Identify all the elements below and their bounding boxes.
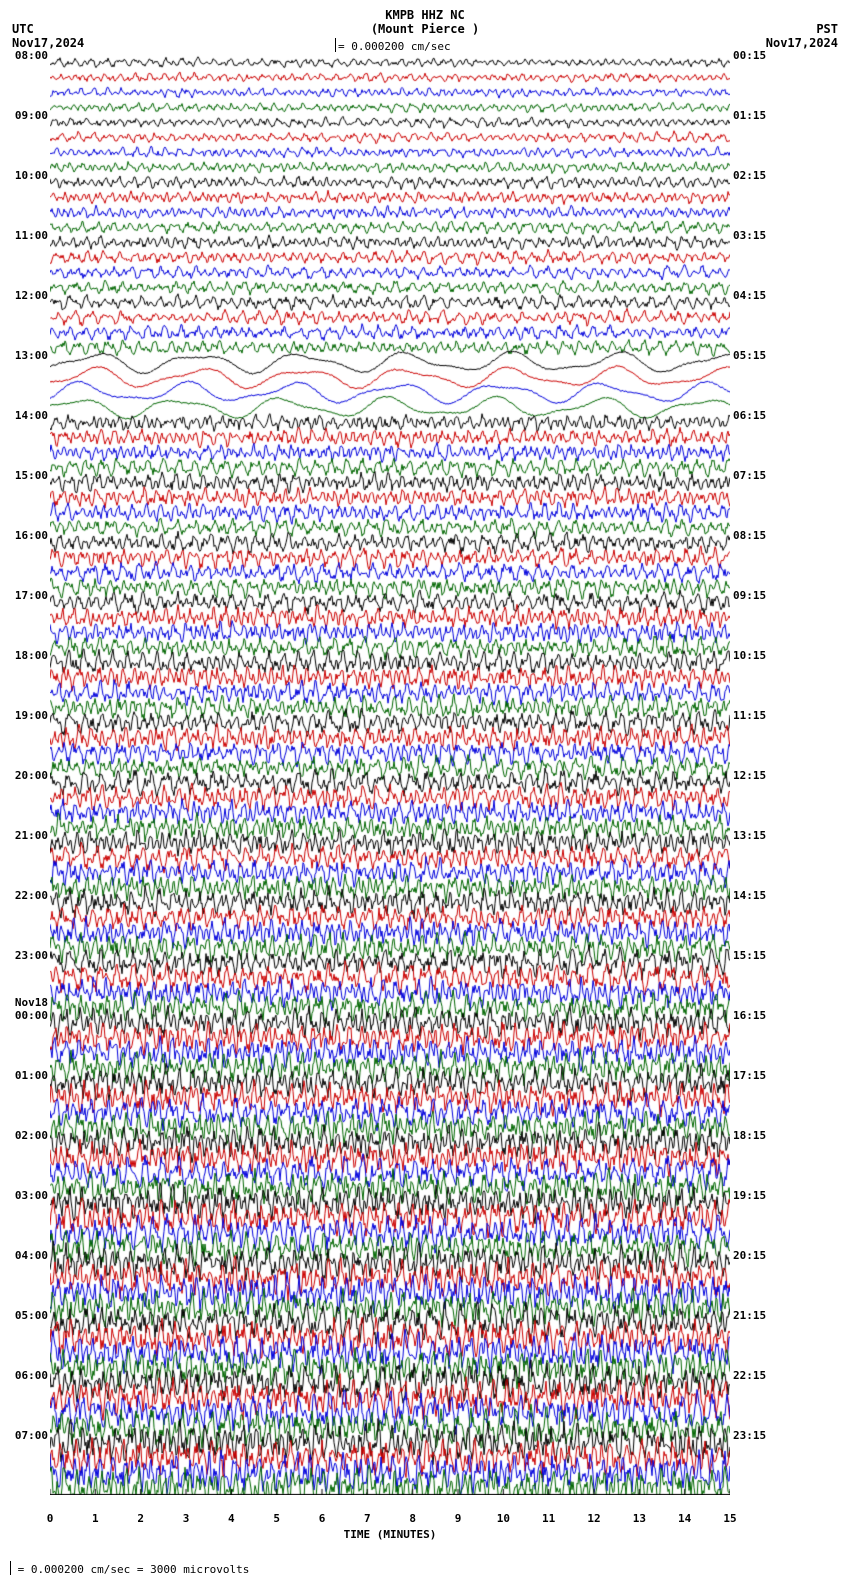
x-tick: 13 (633, 1512, 646, 1525)
x-tick: 12 (587, 1512, 600, 1525)
pst-hour-label: 13:15 (733, 829, 766, 842)
header: UTC Nov17,2024 PST Nov17,2024 KMPB HHZ N… (0, 0, 850, 55)
helicorder-plot (50, 55, 730, 1495)
pst-hour-label: 06:15 (733, 409, 766, 422)
pst-hour-label: 11:15 (733, 709, 766, 722)
utc-hour-label: 00:00 (0, 1009, 48, 1022)
x-tick: 3 (183, 1512, 190, 1525)
station-code: KMPB HHZ NC (0, 8, 850, 22)
utc-hour-label: 21:00 (0, 829, 48, 842)
pst-hour-label: 12:15 (733, 769, 766, 782)
utc-hour-label: 02:00 (0, 1129, 48, 1142)
pst-hour-label: 19:15 (733, 1189, 766, 1202)
x-tick: 11 (542, 1512, 555, 1525)
utc-hour-label: 09:00 (0, 109, 48, 122)
pst-hour-label: 03:15 (733, 229, 766, 242)
x-tick: 7 (364, 1512, 371, 1525)
footer: = 0.000200 cm/sec = 3000 microvolts (4, 1559, 249, 1576)
utc-hour-label: 18:00 (0, 649, 48, 662)
pst-hour-label: 01:15 (733, 109, 766, 122)
utc-hour-label: 03:00 (0, 1189, 48, 1202)
pst-hour-label: 18:15 (733, 1129, 766, 1142)
footer-scale-bar-icon (10, 1561, 11, 1575)
pst-hour-label: 08:15 (733, 529, 766, 542)
pst-hour-label: 00:15 (733, 49, 766, 62)
footer-text: = 0.000200 cm/sec = 3000 microvolts (18, 1563, 250, 1576)
x-axis-title: TIME (MINUTES) (50, 1528, 730, 1541)
pst-hour-label: 20:15 (733, 1249, 766, 1262)
pst-date: Nov17,2024 (766, 36, 838, 50)
utc-hour-label: 08:00 (0, 49, 48, 62)
helicorder-canvas (50, 55, 730, 1495)
x-tick: 5 (273, 1512, 280, 1525)
utc-hour-label: 04:00 (0, 1249, 48, 1262)
pst-hour-label: 14:15 (733, 889, 766, 902)
scale-bar-icon (335, 38, 336, 52)
utc-date: Nov17,2024 (12, 36, 84, 50)
utc-hour-label: 11:00 (0, 229, 48, 242)
x-tick: 9 (455, 1512, 462, 1525)
station-location # location: (Mount Pierce ) (0, 22, 850, 36)
utc-hour-label: 10:00 (0, 169, 48, 182)
x-tick: 6 (319, 1512, 326, 1525)
x-tick: 4 (228, 1512, 235, 1525)
utc-hour-label: 05:00 (0, 1309, 48, 1322)
date-break-label: Nov18 (0, 996, 48, 1009)
utc-hour-label: 14:00 (0, 409, 48, 422)
utc-hour-label: 13:00 (0, 349, 48, 362)
x-tick: 8 (409, 1512, 416, 1525)
pst-hour-label: 02:15 (733, 169, 766, 182)
pst-hour-label: 15:15 (733, 949, 766, 962)
utc-hour-label: 19:00 (0, 709, 48, 722)
scale-text: = 0.000200 cm/sec (338, 40, 451, 53)
pst-hour-label: 07:15 (733, 469, 766, 482)
x-tick: 2 (137, 1512, 144, 1525)
utc-hour-label: 22:00 (0, 889, 48, 902)
utc-hour-label: 01:00 (0, 1069, 48, 1082)
utc-hour-label: 06:00 (0, 1369, 48, 1382)
pst-hour-label: 05:15 (733, 349, 766, 362)
utc-hour-label: 23:00 (0, 949, 48, 962)
utc-hour-label: 16:00 (0, 529, 48, 542)
pst-hour-label: 04:15 (733, 289, 766, 302)
utc-hour-label: 15:00 (0, 469, 48, 482)
x-tick: 1 (92, 1512, 99, 1525)
utc-hour-label: 07:00 (0, 1429, 48, 1442)
pst-hour-label: 17:15 (733, 1069, 766, 1082)
seismogram-container: UTC Nov17,2024 PST Nov17,2024 KMPB HHZ N… (0, 0, 850, 1584)
x-tick: 10 (497, 1512, 510, 1525)
x-tick: 14 (678, 1512, 691, 1525)
utc-hour-label: 12:00 (0, 289, 48, 302)
pst-hour-label: 16:15 (733, 1009, 766, 1022)
pst-hour-label: 10:15 (733, 649, 766, 662)
pst-hour-label: 23:15 (733, 1429, 766, 1442)
pst-hour-label: 22:15 (733, 1369, 766, 1382)
pst-hour-label: 21:15 (733, 1309, 766, 1322)
pst-hour-label: 09:15 (733, 589, 766, 602)
x-tick: 0 (47, 1512, 54, 1525)
utc-hour-label: 20:00 (0, 769, 48, 782)
x-tick: 15 (723, 1512, 736, 1525)
utc-hour-label: 17:00 (0, 589, 48, 602)
